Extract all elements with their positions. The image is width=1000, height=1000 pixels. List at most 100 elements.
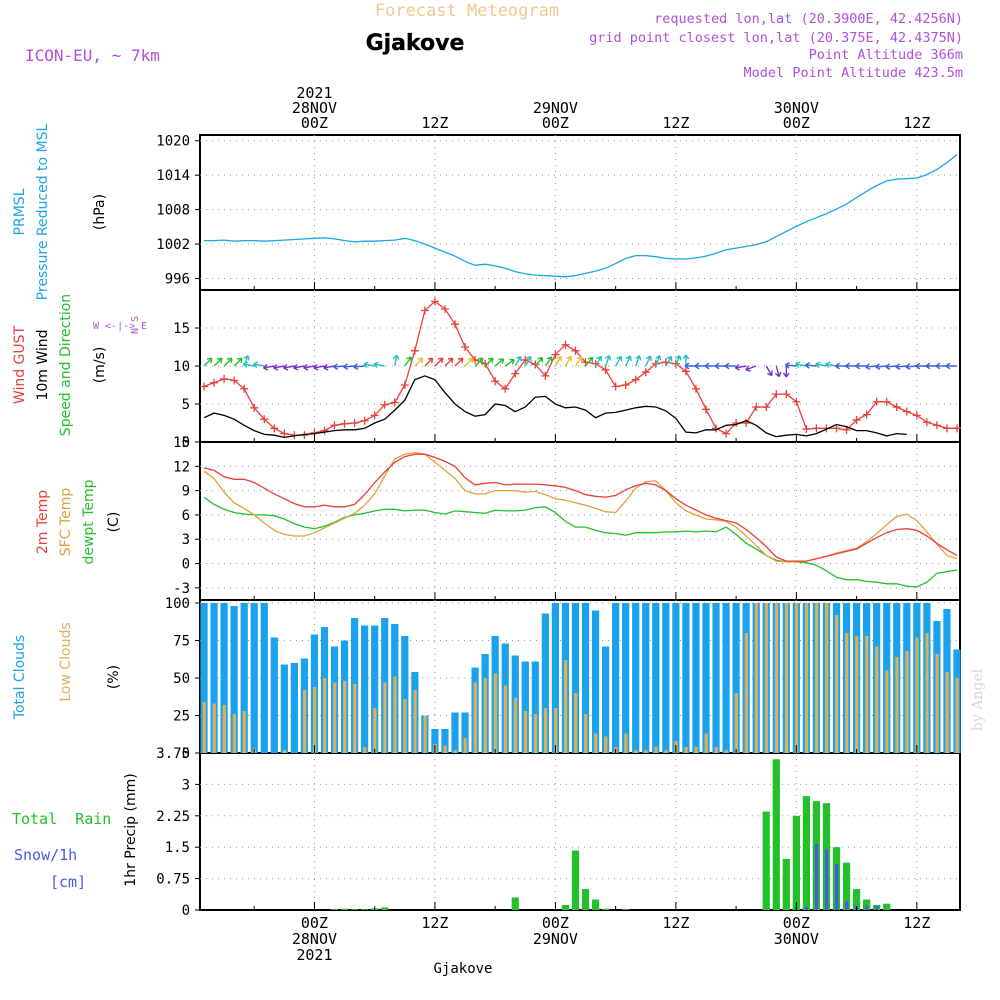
rain-bar — [782, 858, 790, 910]
snow-bar — [814, 843, 819, 910]
total-clouds-bar — [591, 610, 600, 753]
rain-bar — [571, 850, 580, 910]
rain-bar — [863, 899, 871, 910]
low-clouds-bar — [493, 673, 497, 753]
gust-point — [752, 403, 761, 412]
low-clouds-bar — [885, 670, 889, 753]
clouds-panel-label: Total Clouds Low Clouds (%) — [12, 622, 122, 720]
total-clouds-bar — [521, 661, 529, 753]
gust-point — [631, 375, 640, 384]
gust-point — [250, 403, 259, 412]
total-clouds-bar — [431, 729, 439, 753]
rain-bar — [852, 889, 861, 910]
low-clouds-bar — [935, 654, 939, 753]
gust-point — [541, 371, 550, 380]
low-clouds-bar — [313, 687, 317, 753]
gust-point — [400, 381, 409, 389]
gust-point — [792, 397, 801, 406]
wind-arrow — [252, 361, 265, 369]
temp-panel-label: 2m Temp SFC Temp dewpt Temp (C) — [35, 479, 122, 564]
model-altitude: Model Point Altitude 423.5m — [744, 65, 963, 81]
low-clouds-bar — [363, 747, 367, 753]
wind-arrow — [233, 357, 243, 367]
wind-arrow — [504, 358, 515, 367]
y-tick-label: 100 — [165, 596, 190, 612]
wind-arrow — [213, 357, 223, 367]
low-clouds-bar — [624, 733, 628, 753]
y-tick-label: 2.25 — [156, 809, 190, 825]
total-clouds-bar — [642, 603, 650, 753]
total-clouds-bar — [551, 603, 560, 753]
gust-line — [203, 300, 957, 436]
gust-point — [200, 382, 209, 391]
gust-point — [451, 320, 460, 329]
wind-arrow — [694, 362, 706, 370]
wind-line — [203, 375, 907, 439]
gust-point — [360, 416, 369, 425]
low-clouds-bar — [333, 682, 337, 753]
wind-arrow — [313, 363, 325, 371]
gust-point — [340, 419, 349, 428]
rain-bar — [340, 908, 349, 910]
gust-point — [561, 340, 570, 349]
gust-point — [922, 418, 931, 427]
wind-arrow — [262, 363, 275, 371]
low-clouds-bar — [784, 603, 789, 753]
low-clouds-bar — [584, 714, 588, 753]
y-tick-label: 0 — [182, 435, 190, 451]
total-clouds-bar — [220, 603, 228, 753]
temp-unit-label: (C) — [106, 512, 122, 533]
total-clouds-bar — [290, 663, 298, 753]
wind-arrow — [724, 362, 737, 370]
low-clouds-bar — [533, 714, 538, 753]
rain-bar — [581, 889, 590, 910]
gust-point — [892, 403, 901, 412]
wind-arrow — [484, 357, 494, 367]
snow-bar — [835, 863, 839, 910]
low-clouds-bar — [925, 633, 929, 753]
total-clouds-bar — [371, 625, 379, 753]
y-tick-label: 1020 — [156, 134, 190, 150]
y-tick-label: 1008 — [156, 203, 190, 219]
total-clouds-bar — [632, 603, 640, 753]
total-clouds-bar — [652, 603, 660, 753]
low-clouds-bar — [282, 750, 287, 753]
gust-point — [270, 424, 279, 433]
y-tick-label: 12 — [173, 459, 190, 475]
y-tick-label: 75 — [173, 634, 190, 650]
low-clouds-bar — [774, 603, 779, 753]
top-time-label: 00Z — [783, 114, 810, 132]
total-clouds-bar — [401, 636, 409, 753]
wind-arrow — [434, 357, 444, 367]
total-clouds-bar — [250, 603, 258, 753]
grid-point-coords: grid point closest lon,lat (20.375E, 42.… — [589, 30, 963, 46]
gust-point — [852, 415, 861, 424]
wind-arrow — [283, 363, 295, 371]
bottom-time-label: 30NOV — [774, 930, 819, 948]
wind-compass-label: W <-|-> E — [93, 321, 147, 332]
wind-compass-vertical: N S — [130, 316, 141, 334]
gust-point — [491, 377, 500, 386]
gust-point — [370, 411, 379, 420]
wind-arrow — [645, 355, 652, 367]
precip-unit-label: 1hr Precip (mm) — [123, 773, 139, 886]
gust-point — [350, 419, 359, 427]
wind-arrow — [544, 356, 553, 367]
pressure-line — [204, 153, 958, 278]
low-clouds-bar — [483, 678, 487, 753]
wind-arrow — [855, 362, 867, 370]
low-clouds-bar — [553, 708, 558, 753]
wind-arrow — [454, 357, 464, 367]
wind-arrow — [273, 363, 285, 371]
wind-arrow — [925, 362, 937, 370]
total-clouds-bar — [441, 729, 449, 753]
gust-point — [912, 411, 921, 420]
low-clouds-bar — [423, 715, 427, 753]
bottom-time-label: 12Z — [421, 914, 448, 932]
bottom-time-label: 00Z — [542, 914, 569, 932]
wind-arrow — [625, 355, 632, 367]
wind-arrow — [805, 361, 817, 369]
gust-point — [260, 415, 269, 424]
low-clouds-bar — [804, 603, 809, 753]
